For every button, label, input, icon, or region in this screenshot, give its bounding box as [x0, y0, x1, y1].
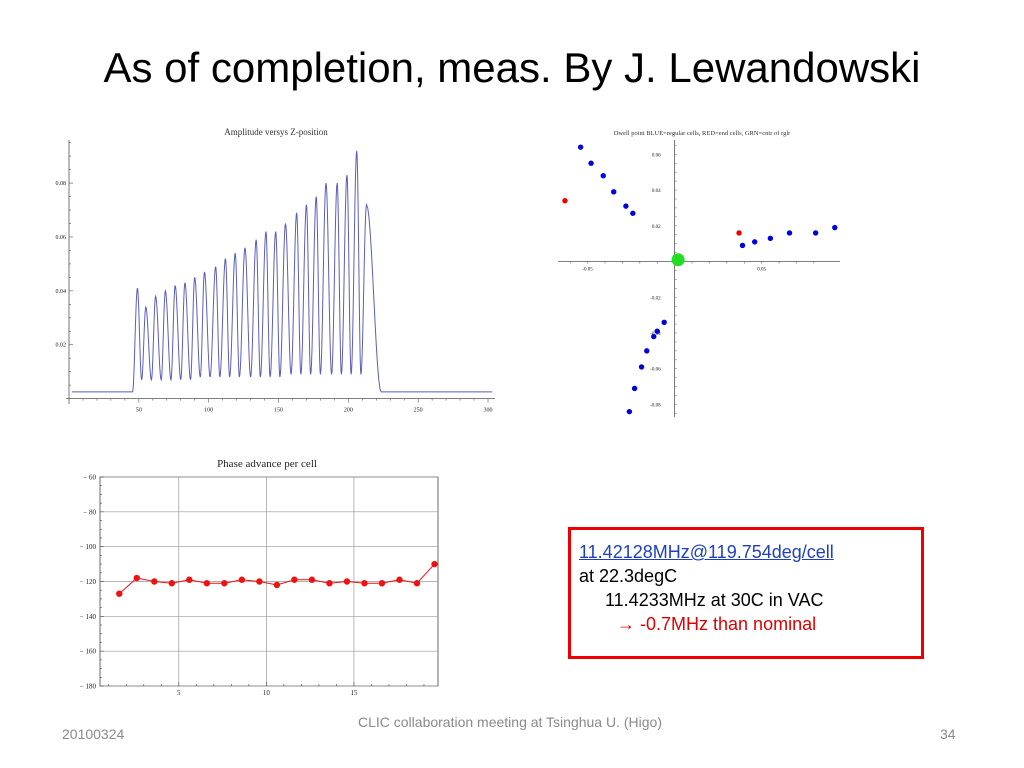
phase-y-tick-label: − 80: [83, 508, 96, 516]
dwell-point-regular: [600, 173, 606, 179]
dwell-chart-title: Dwell point BLUE=regular cells, RED=end …: [614, 130, 791, 137]
amplitude-y-tick-label: 0.04: [56, 289, 67, 295]
note-temperature: at 22.3degC: [579, 566, 678, 586]
dwell-point-regular: [626, 408, 633, 415]
phase-point: [221, 580, 228, 587]
phase-x-tick-label: 5: [177, 689, 181, 697]
dwell-y-tick-label: 0.04: [652, 189, 661, 194]
dwell-point-regular: [812, 230, 819, 236]
dwell-point-regular: [611, 189, 617, 195]
phase-x-tick-label: 10: [263, 689, 271, 697]
dwell-point-regular: [767, 235, 774, 241]
phase-point: [203, 580, 211, 587]
phase-point: [431, 560, 438, 568]
dwell-point-regular: [739, 242, 746, 249]
dwell-y-tick-label: -0.02: [650, 296, 661, 301]
amplitude-y-tick-label: 0.08: [56, 181, 67, 187]
phase-chart-title: Phase advance per cell: [217, 458, 317, 470]
footer-center-text: CLIC collaboration meeting at Tsinghua U…: [357, 714, 662, 730]
amplitude-x-tick-label: 250: [414, 408, 423, 414]
dwell-y-tick-label: 0.02: [652, 225, 661, 230]
phase-point: [133, 574, 140, 582]
amplitude-x-tick-label: 50: [136, 408, 142, 414]
phase-advance-chart: Phase advance per cell 5 10 15 − 60 − 80 − 10…: [80, 458, 439, 697]
phase-x-tick-label: 15: [350, 689, 358, 697]
amplitude-chart-title: Amplitude versys Z-position: [224, 127, 328, 137]
dwell-point-regular: [577, 144, 584, 150]
amplitude-x-tick-label: 100: [204, 408, 213, 414]
footer-page-number: 34: [940, 726, 956, 742]
phase-y-tick-label: − 180: [80, 683, 97, 691]
phase-point: [151, 578, 158, 585]
dwell-point-regular: [654, 328, 660, 334]
footer-date: 20100324: [62, 726, 125, 742]
phase-point: [116, 590, 123, 597]
amplitude-y-tick-label: 0.02: [56, 343, 67, 349]
dwell-point-regular: [786, 230, 793, 236]
phase-y-tick-label: − 100: [80, 543, 97, 551]
note-offset-text: -0.7MHz than nominal: [640, 614, 817, 634]
dwell-point-regular: [588, 160, 594, 166]
phase-y-tick-label: − 60: [83, 474, 96, 482]
dwell-point-regular: [644, 348, 650, 354]
arrow-right-icon: →: [617, 614, 635, 634]
phase-point: [291, 576, 298, 583]
phase-point: [343, 578, 351, 585]
phase-y-tick-label: − 160: [80, 648, 97, 656]
amplitude-x-tick-label: 150: [274, 408, 283, 414]
dwell-point-regular: [752, 239, 758, 245]
dwell-point-end: [736, 230, 742, 236]
dwell-point-end: [562, 198, 568, 204]
dwell-point-regular: [630, 210, 636, 216]
dwell-point-regular: [638, 364, 645, 370]
dwell-x-tick-label: 0.05: [757, 268, 766, 273]
frequency-link[interactable]: 11.42128MHz@119.754deg/cell: [579, 542, 834, 562]
phase-y-tick-label: − 140: [80, 613, 97, 621]
phase-point: [273, 581, 281, 589]
note-offset: → -0.7MHz than nominal: [579, 612, 921, 636]
phase-point: [378, 580, 386, 587]
phase-point: [396, 576, 403, 583]
dwell-point-regular: [651, 333, 657, 340]
phase-line: [118, 563, 435, 595]
dwell-y-tick-label: -0.04: [650, 332, 661, 337]
note-vacuum-frequency: 11.4233MHz at 30C in VAC: [605, 590, 824, 610]
amplitude-chart: Amplitude versys Z-position 50 100 150 200 2…: [56, 127, 495, 414]
amplitude-x-tick-label: 300: [484, 408, 493, 414]
phase-point: [308, 576, 316, 583]
result-note-box: 11.42128MHz@119.754deg/cell at 22.3degC …: [568, 527, 924, 659]
phase-point: [326, 580, 333, 587]
dwell-point-center: [671, 253, 685, 267]
phase-point: [256, 578, 263, 585]
phase-y-tick-label: − 120: [80, 578, 97, 586]
dwell-point-regular: [631, 385, 638, 392]
dwell-point-chart: Dwell point BLUE=regular cells, RED=end …: [558, 130, 840, 417]
dwell-point-regular: [623, 203, 629, 209]
phase-point: [413, 580, 421, 587]
phase-point: [168, 580, 176, 587]
phase-point: [186, 576, 193, 583]
phase-point: [238, 576, 246, 583]
phase-point: [361, 580, 368, 587]
dwell-point-regular: [661, 319, 667, 325]
dwell-y-tick-label: -0.06: [650, 368, 661, 373]
amplitude-y-tick-label: 0.06: [56, 235, 67, 241]
slide-title: As of completion, meas. By J. Lewandowsk…: [103, 44, 921, 91]
dwell-x-tick-label: -0.05: [582, 268, 593, 273]
dwell-y-tick-label: 0.06: [652, 153, 661, 158]
amplitude-trace: [71, 150, 493, 393]
dwell-point-regular: [832, 224, 838, 231]
amplitude-x-tick-label: 200: [344, 408, 353, 414]
dwell-y-tick-label: -0.08: [650, 403, 661, 408]
